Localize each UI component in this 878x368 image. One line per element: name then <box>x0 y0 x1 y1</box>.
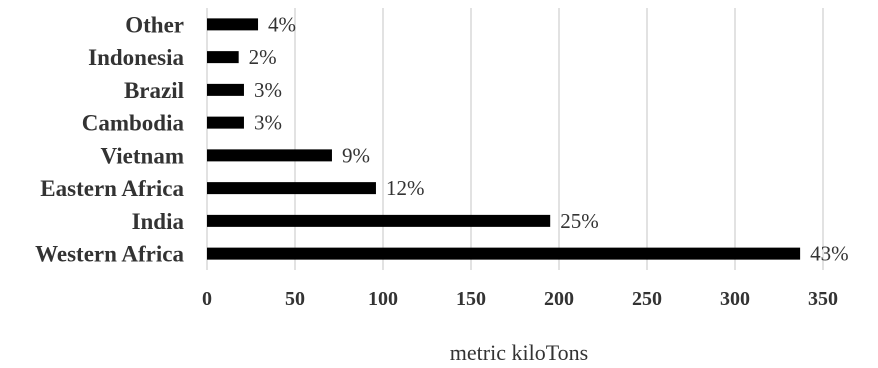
data-label: 25% <box>560 209 599 233</box>
x-tick-label: 300 <box>720 288 750 310</box>
x-tick-labels: 0 50 100 150 200 250 300 350 <box>202 288 838 310</box>
bar <box>207 149 332 162</box>
data-label: 3% <box>254 78 282 102</box>
category-label: Indonesia <box>88 45 184 70</box>
x-tick-label: 150 <box>456 288 486 310</box>
bar <box>207 247 801 260</box>
category-label: Eastern Africa <box>40 176 184 201</box>
x-axis-title: metric kiloTons <box>450 340 588 365</box>
data-label: 2% <box>249 45 277 69</box>
bar <box>207 51 239 64</box>
category-label: Vietnam <box>101 143 184 168</box>
bar <box>207 182 376 195</box>
data-label: 9% <box>342 143 370 167</box>
bar <box>207 214 551 227</box>
x-tick-label: 200 <box>544 288 574 310</box>
data-label: 43% <box>810 242 849 266</box>
data-label: 3% <box>254 111 282 135</box>
data-labels: 43% 25% 12% 9% 3% 3% 2% 4% <box>249 12 849 265</box>
category-label: Western Africa <box>35 242 184 267</box>
category-label: Brazil <box>124 78 184 103</box>
bar <box>207 116 244 129</box>
x-tick-label: 100 <box>368 288 398 310</box>
x-tick-label: 250 <box>632 288 662 310</box>
category-label: India <box>132 209 185 234</box>
x-tick-label: 350 <box>808 288 838 310</box>
x-tick-label: 50 <box>285 288 305 310</box>
bar <box>207 83 244 96</box>
category-labels: Western Africa India Eastern Africa Vietnam… <box>35 12 184 266</box>
data-label: 12% <box>386 176 425 200</box>
gridlines <box>206 8 824 270</box>
data-label: 4% <box>268 12 296 36</box>
category-label: Cambodia <box>82 111 185 136</box>
bar <box>207 18 259 31</box>
category-label: Other <box>125 12 184 37</box>
bars <box>207 18 801 260</box>
x-tick-label: 0 <box>202 288 212 310</box>
